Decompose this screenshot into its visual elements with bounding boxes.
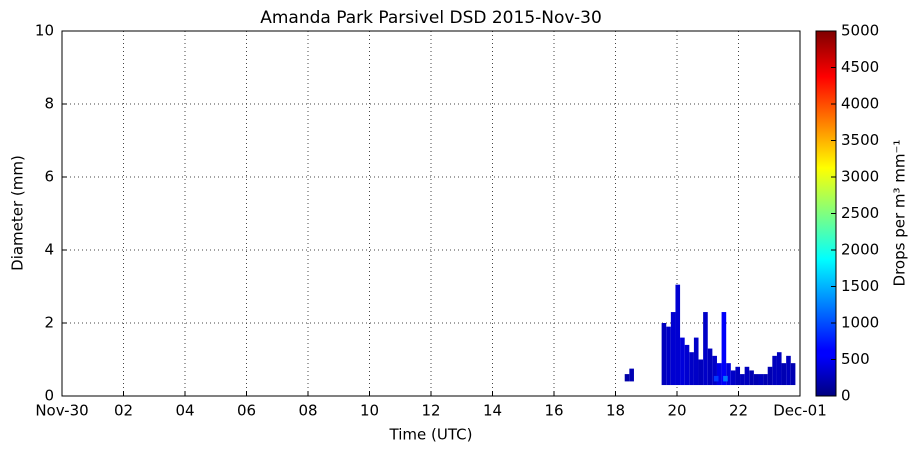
cell [675,284,681,386]
cell [781,363,787,386]
cell [689,352,694,386]
plot-frame [61,30,801,397]
cell [712,355,717,386]
cell [726,363,731,386]
colorbar-tick-label: 0 [841,387,851,405]
x-tick-label: Nov-30 [35,402,88,420]
x-tick-label: 04 [175,402,194,420]
cell [744,366,750,386]
cell [629,368,634,382]
cell [776,352,782,386]
colorbar-tick-label: 4500 [841,58,879,76]
cell [740,374,745,386]
cell [758,374,764,386]
cell [730,370,736,386]
cell [721,312,727,386]
x-tick-label: 22 [729,402,748,420]
x-tick-label: 20 [667,402,686,420]
cell [772,355,777,386]
x-axis-label: Time (UTC) [389,426,473,444]
colorbar-tick-label: 3500 [841,131,879,149]
colorbar-tick-label: 2500 [841,204,879,222]
cell [684,344,690,386]
colorbar-tick-label: 3000 [841,168,879,186]
y-tick-label: 10 [35,22,54,40]
cell [666,326,671,386]
y-tick-label: 0 [44,387,54,405]
y-tick-label: 8 [44,95,54,113]
cell [786,355,791,386]
cell [693,337,699,386]
cell [670,312,676,386]
chart-title: Amanda Park Parsivel DSD 2015-Nov-30 [260,8,602,28]
cell [753,374,759,386]
x-tick-label: 10 [360,402,379,420]
colorbar-tick-label: 1500 [841,277,879,295]
x-tick-label: 18 [606,402,625,420]
cell [661,323,667,386]
colorbar-tick-label: 500 [841,350,870,368]
y-tick-label: 2 [44,314,54,332]
colorbar-tick-label: 5000 [841,22,879,40]
y-tick-label: 4 [44,241,54,259]
cell [698,359,704,386]
cell [767,366,773,386]
colorbar-label: Drops per m³ mm⁻¹ [891,140,909,287]
cell [707,348,713,386]
cell [735,366,741,386]
y-axis-label: Diameter (mm) [9,155,27,271]
x-tick-label: 06 [237,402,256,420]
colorbar-tick-label: 2000 [841,241,879,259]
cell [713,375,719,382]
cell [749,370,754,386]
x-tick-label: 16 [544,402,563,420]
cell [716,363,722,386]
cell [703,312,708,386]
x-tick-label: Dec-01 [773,402,827,420]
x-tick-label: 14 [483,402,502,420]
x-tick-label: 12 [421,402,440,420]
cell [790,363,796,386]
colorbar-tick-label: 4000 [841,95,879,113]
x-tick-label: 02 [114,402,133,420]
cell [624,374,630,382]
colorbar-tick-label: 1000 [841,314,879,332]
y-tick-label: 6 [44,168,54,186]
x-tick-label: 08 [298,402,317,420]
cell [723,375,728,382]
cell [680,337,685,386]
cell [763,374,768,386]
